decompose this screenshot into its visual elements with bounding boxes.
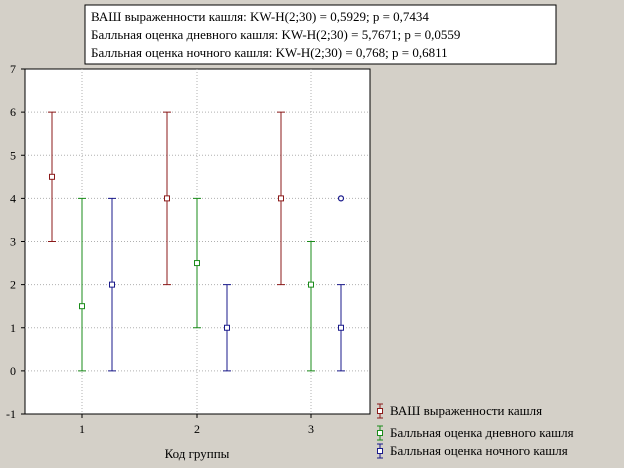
median-marker [79, 303, 85, 310]
y-tick-label: 7 [10, 62, 16, 76]
x-axis-label: Код группы [165, 446, 230, 461]
y-tick-label: 3 [10, 235, 16, 249]
x-tick-label: 3 [308, 422, 314, 436]
median-marker [224, 324, 230, 331]
x-axis: 1 2 3 [79, 414, 314, 436]
legend-marker [377, 408, 383, 414]
median-marker [164, 195, 170, 202]
y-tick-label: 1 [10, 321, 16, 335]
stats-line-1: ВАШ выраженности кашля: KW-H(2;30) = 0,5… [91, 9, 429, 24]
median-marker [278, 195, 284, 202]
legend-label: Балльная оценка дневного кашля [390, 425, 574, 440]
stats-box: ВАШ выраженности кашля: KW-H(2;30) = 0,5… [84, 4, 557, 65]
median-marker [308, 281, 314, 288]
legend-label: ВАШ выраженности кашля [390, 403, 542, 418]
y-tick-label: -1 [6, 407, 16, 421]
data-marks [48, 111, 345, 372]
y-tick-label: 6 [10, 105, 16, 119]
x-tick-label: 2 [194, 422, 200, 436]
outlier-marker [337, 195, 345, 202]
y-tick-label: 2 [10, 278, 16, 292]
y-axis: -1 0 1 2 3 4 5 6 7 [6, 62, 25, 421]
median-marker [194, 260, 200, 267]
y-tick-label: 4 [10, 191, 16, 205]
legend-label: Балльная оценка ночного кашля [390, 443, 568, 458]
median-marker [109, 281, 115, 288]
y-tick-label: 0 [10, 364, 16, 378]
y-tick-label: 5 [10, 148, 16, 162]
median-marker [338, 324, 344, 331]
stats-line-2: Балльная оценка дневного кашля: KW-H(2;3… [91, 27, 460, 42]
legend-marker [377, 448, 383, 454]
stats-line-3: Балльная оценка ночного кашля: KW-H(2;30… [91, 45, 448, 60]
stats-box-frame [84, 4, 557, 65]
legend-marker [377, 430, 383, 436]
x-tick-label: 1 [79, 422, 85, 436]
median-marker [49, 173, 55, 180]
legend: ВАШ выраженности кашля Балльная оценка дн… [377, 403, 574, 459]
